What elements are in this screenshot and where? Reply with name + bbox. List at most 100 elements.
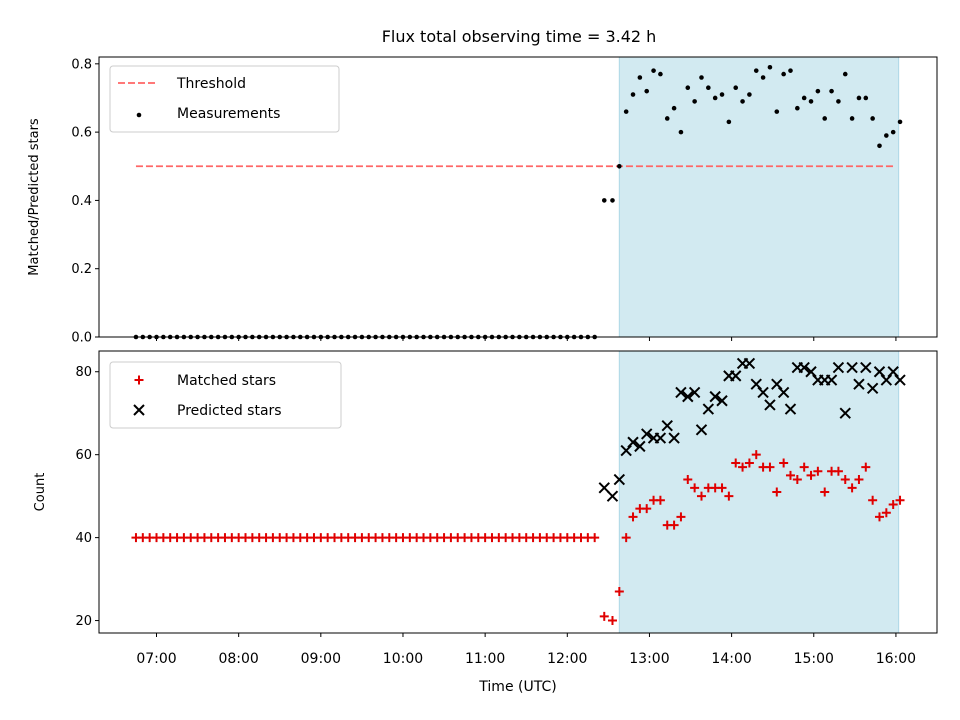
predicted-star-point xyxy=(695,424,708,436)
matched-star-point xyxy=(854,475,864,485)
xtick-label: 11:00 xyxy=(465,651,505,667)
predicted-star-point xyxy=(866,382,879,395)
legend-measurements-label: Measurements xyxy=(177,106,280,122)
predicted-star-point xyxy=(832,361,845,374)
legend-threshold-label: Threshold xyxy=(176,76,246,92)
predicted-star-point xyxy=(702,403,715,415)
predicted-star-point xyxy=(750,378,762,390)
measurement-point xyxy=(815,88,821,94)
measurement-point xyxy=(897,119,903,125)
matched-star-point xyxy=(717,483,727,493)
measurement-point xyxy=(623,109,629,114)
predicted-star-point xyxy=(853,378,865,390)
measurement-point xyxy=(829,88,834,94)
measurement-point xyxy=(617,163,622,169)
predicted-star-point xyxy=(730,370,742,382)
measurement-point xyxy=(712,95,718,101)
matched-star-point xyxy=(888,499,898,509)
top-legend xyxy=(109,65,340,133)
measurement-point xyxy=(808,99,814,104)
predicted-star-point xyxy=(784,403,797,415)
matched-star-point xyxy=(628,512,638,522)
measurement-point xyxy=(801,95,807,101)
matched-star-point xyxy=(785,470,795,480)
matched-star-point xyxy=(861,462,871,472)
matched-star-point xyxy=(847,483,857,493)
measurement-point xyxy=(836,99,841,104)
predicted-star-point xyxy=(798,361,810,374)
top-shaded-interval xyxy=(618,56,900,338)
measurement-point xyxy=(870,116,875,121)
predicted-star-point xyxy=(743,357,756,370)
measurement-point xyxy=(601,198,607,203)
bottom-ytick-label: 40 xyxy=(75,531,92,546)
measurement-point xyxy=(658,71,663,77)
matched-star-point xyxy=(799,462,809,472)
xtick-label: 09:00 xyxy=(301,651,341,667)
xtick-label: 16:00 xyxy=(876,651,916,667)
matched-star-point xyxy=(724,491,734,501)
matched-star-point xyxy=(881,508,891,518)
predicted-star-point xyxy=(860,361,872,374)
bottom-ytick-label: 20 xyxy=(75,614,92,629)
top-axes-frame xyxy=(98,56,938,338)
matched-star-point xyxy=(738,462,748,472)
matched-star-point xyxy=(779,458,789,468)
chart-title: Flux total observing time = 3.42 h xyxy=(382,27,657,46)
measurement-point xyxy=(651,68,656,73)
predicted-star-point xyxy=(846,361,858,374)
legend-matched-label: Matched stars xyxy=(177,373,276,389)
matched-star-point xyxy=(690,483,700,493)
matched-star-point xyxy=(696,491,706,501)
predicted-star-point xyxy=(675,386,687,399)
predicted-star-point xyxy=(709,390,721,403)
top-ytick-label: 0.8 xyxy=(71,57,92,72)
matched-star-point xyxy=(840,475,850,485)
predicted-star-point xyxy=(620,444,632,457)
measurement-point xyxy=(849,116,855,121)
measurement-point xyxy=(822,116,828,121)
matched-star-point xyxy=(607,616,617,626)
measurement-point xyxy=(637,75,643,80)
xtick-label: 15:00 xyxy=(794,651,834,667)
measurement-point xyxy=(767,64,773,70)
predicted-star-point xyxy=(668,432,680,444)
predicted-star-point xyxy=(654,432,667,444)
matched-star-point xyxy=(676,512,686,522)
predicted-star-point xyxy=(880,374,893,386)
top-ytick-label: 0.2 xyxy=(71,262,92,277)
matched-star-point xyxy=(833,466,843,476)
xlabel: Time (UTC) xyxy=(478,679,556,695)
legend-measurements-swatch xyxy=(136,112,142,118)
predicted-star-point xyxy=(634,440,646,453)
predicted-star-point xyxy=(716,395,728,407)
measurement-point xyxy=(719,92,725,97)
matched-star-point xyxy=(669,520,679,530)
legend-predicted-swatch xyxy=(133,404,145,416)
xtick-label: 08:00 xyxy=(218,651,258,667)
bottom-ytick-label: 60 xyxy=(75,448,92,463)
matched-star-point xyxy=(599,611,609,621)
predicted-star-point xyxy=(777,386,790,399)
matched-star-point xyxy=(744,458,754,468)
predicted-star-point xyxy=(839,407,851,419)
measurement-point xyxy=(842,71,848,77)
matched-star-point xyxy=(895,495,905,505)
bottom-ytick-label: 80 xyxy=(75,365,92,380)
predicted-star-point xyxy=(887,366,899,378)
measurement-point xyxy=(788,68,793,73)
bottom-shaded-interval xyxy=(618,350,900,634)
predicted-star-point xyxy=(825,374,838,386)
predicted-star-point xyxy=(805,366,817,378)
xtick-label: 07:00 xyxy=(136,651,176,667)
matched-star-point xyxy=(655,495,665,505)
matched-star-point xyxy=(874,512,884,522)
measurement-point xyxy=(685,85,691,91)
measurement-point xyxy=(664,116,670,121)
matched-star-point xyxy=(765,462,775,472)
matched-star-point xyxy=(683,475,693,485)
matched-star-point xyxy=(642,504,652,514)
measurement-point xyxy=(726,119,732,125)
measurement-point xyxy=(856,95,862,101)
